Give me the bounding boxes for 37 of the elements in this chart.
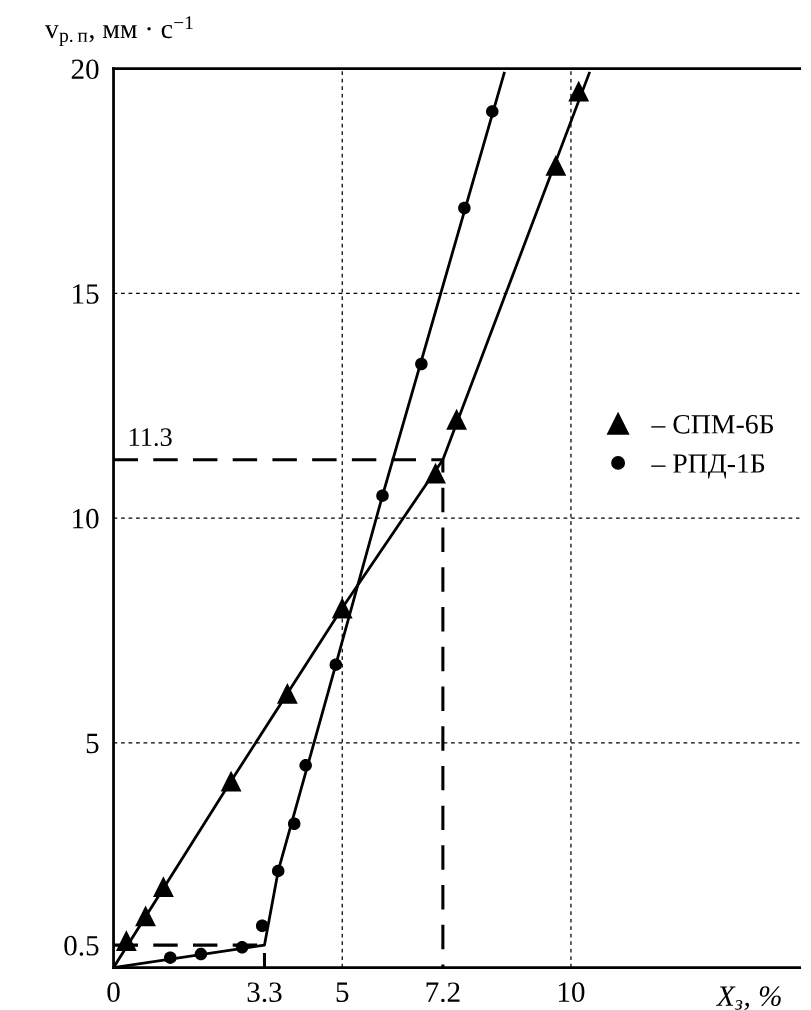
point — [255, 919, 269, 933]
point — [545, 154, 567, 176]
legend-label: – СПМ-6Б — [651, 414, 774, 434]
point — [276, 683, 298, 704]
y-tick-label: 0.5 — [64, 935, 99, 956]
point — [329, 658, 343, 671]
point — [486, 105, 499, 118]
point — [446, 408, 468, 430]
point — [152, 876, 174, 898]
point — [415, 357, 428, 371]
point — [164, 951, 177, 964]
point — [135, 905, 156, 927]
annotation: 11.3 — [129, 428, 172, 447]
x-tick-label: 10 — [558, 982, 585, 1002]
y-tick-label: 15 — [73, 284, 99, 304]
point — [376, 489, 389, 502]
point — [299, 759, 312, 772]
point — [115, 930, 137, 952]
point — [331, 597, 353, 619]
point — [271, 864, 285, 878]
x-tick-label: 5 — [336, 982, 349, 1002]
y-axis-title: v$_{р.п}$, мм · с$^{−1}$ — [44, 16, 193, 46]
legend-label: – РПД-1Б — [651, 454, 765, 479]
point — [287, 817, 301, 831]
x-tick-label: 3.3 — [247, 982, 282, 1003]
y-tick-label: 5 — [86, 733, 99, 754]
y-tick-label: 20 — [71, 59, 99, 80]
y-tick-label: 10 — [73, 508, 99, 529]
point — [458, 201, 471, 215]
point — [194, 947, 208, 961]
x-tick-label: 0 — [107, 982, 120, 1002]
x-tick-label: 7.2 — [426, 982, 460, 1003]
point — [235, 941, 249, 954]
x-axis-title: X$_{з}$, % — [715, 986, 781, 1010]
point — [425, 462, 446, 484]
point — [220, 770, 242, 792]
point — [568, 80, 590, 102]
